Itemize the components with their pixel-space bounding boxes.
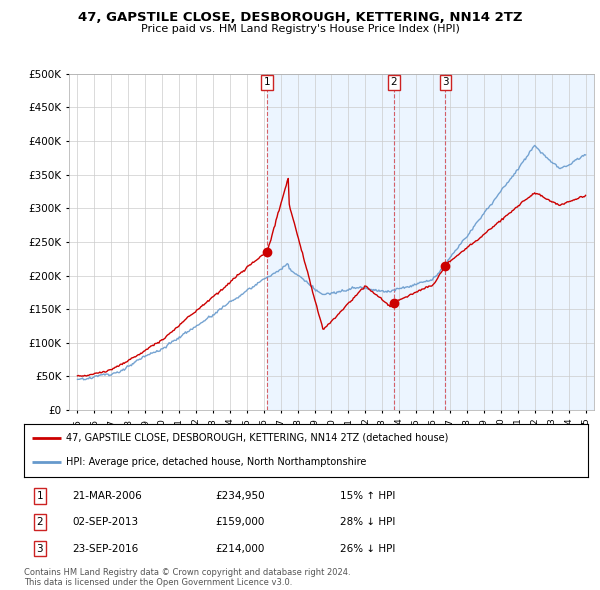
Text: 2: 2	[37, 517, 43, 527]
Text: 3: 3	[442, 77, 449, 87]
Bar	[268, 74, 394, 410]
Text: HPI: Average price, detached house, North Northamptonshire: HPI: Average price, detached house, Nort…	[66, 457, 367, 467]
Text: £214,000: £214,000	[216, 543, 265, 553]
Text: 1: 1	[264, 77, 271, 87]
Bar	[445, 74, 594, 410]
Text: 23-SEP-2016: 23-SEP-2016	[72, 543, 138, 553]
Text: 02-SEP-2013: 02-SEP-2013	[72, 517, 138, 527]
Text: 26% ↓ HPI: 26% ↓ HPI	[340, 543, 395, 553]
Text: £234,950: £234,950	[216, 491, 265, 501]
Text: 28% ↓ HPI: 28% ↓ HPI	[340, 517, 395, 527]
Text: 15% ↑ HPI: 15% ↑ HPI	[340, 491, 395, 501]
Text: Price paid vs. HM Land Registry's House Price Index (HPI): Price paid vs. HM Land Registry's House …	[140, 24, 460, 34]
Text: £159,000: £159,000	[216, 517, 265, 527]
Text: 47, GAPSTILE CLOSE, DESBOROUGH, KETTERING, NN14 2TZ: 47, GAPSTILE CLOSE, DESBOROUGH, KETTERIN…	[78, 11, 522, 24]
Text: 2: 2	[391, 77, 397, 87]
Text: 3: 3	[37, 543, 43, 553]
Bar	[394, 74, 445, 410]
Text: 21-MAR-2006: 21-MAR-2006	[72, 491, 142, 501]
Text: Contains HM Land Registry data © Crown copyright and database right 2024.
This d: Contains HM Land Registry data © Crown c…	[24, 568, 350, 587]
Text: 1: 1	[37, 491, 43, 501]
Text: 47, GAPSTILE CLOSE, DESBOROUGH, KETTERING, NN14 2TZ (detached house): 47, GAPSTILE CLOSE, DESBOROUGH, KETTERIN…	[66, 433, 449, 443]
